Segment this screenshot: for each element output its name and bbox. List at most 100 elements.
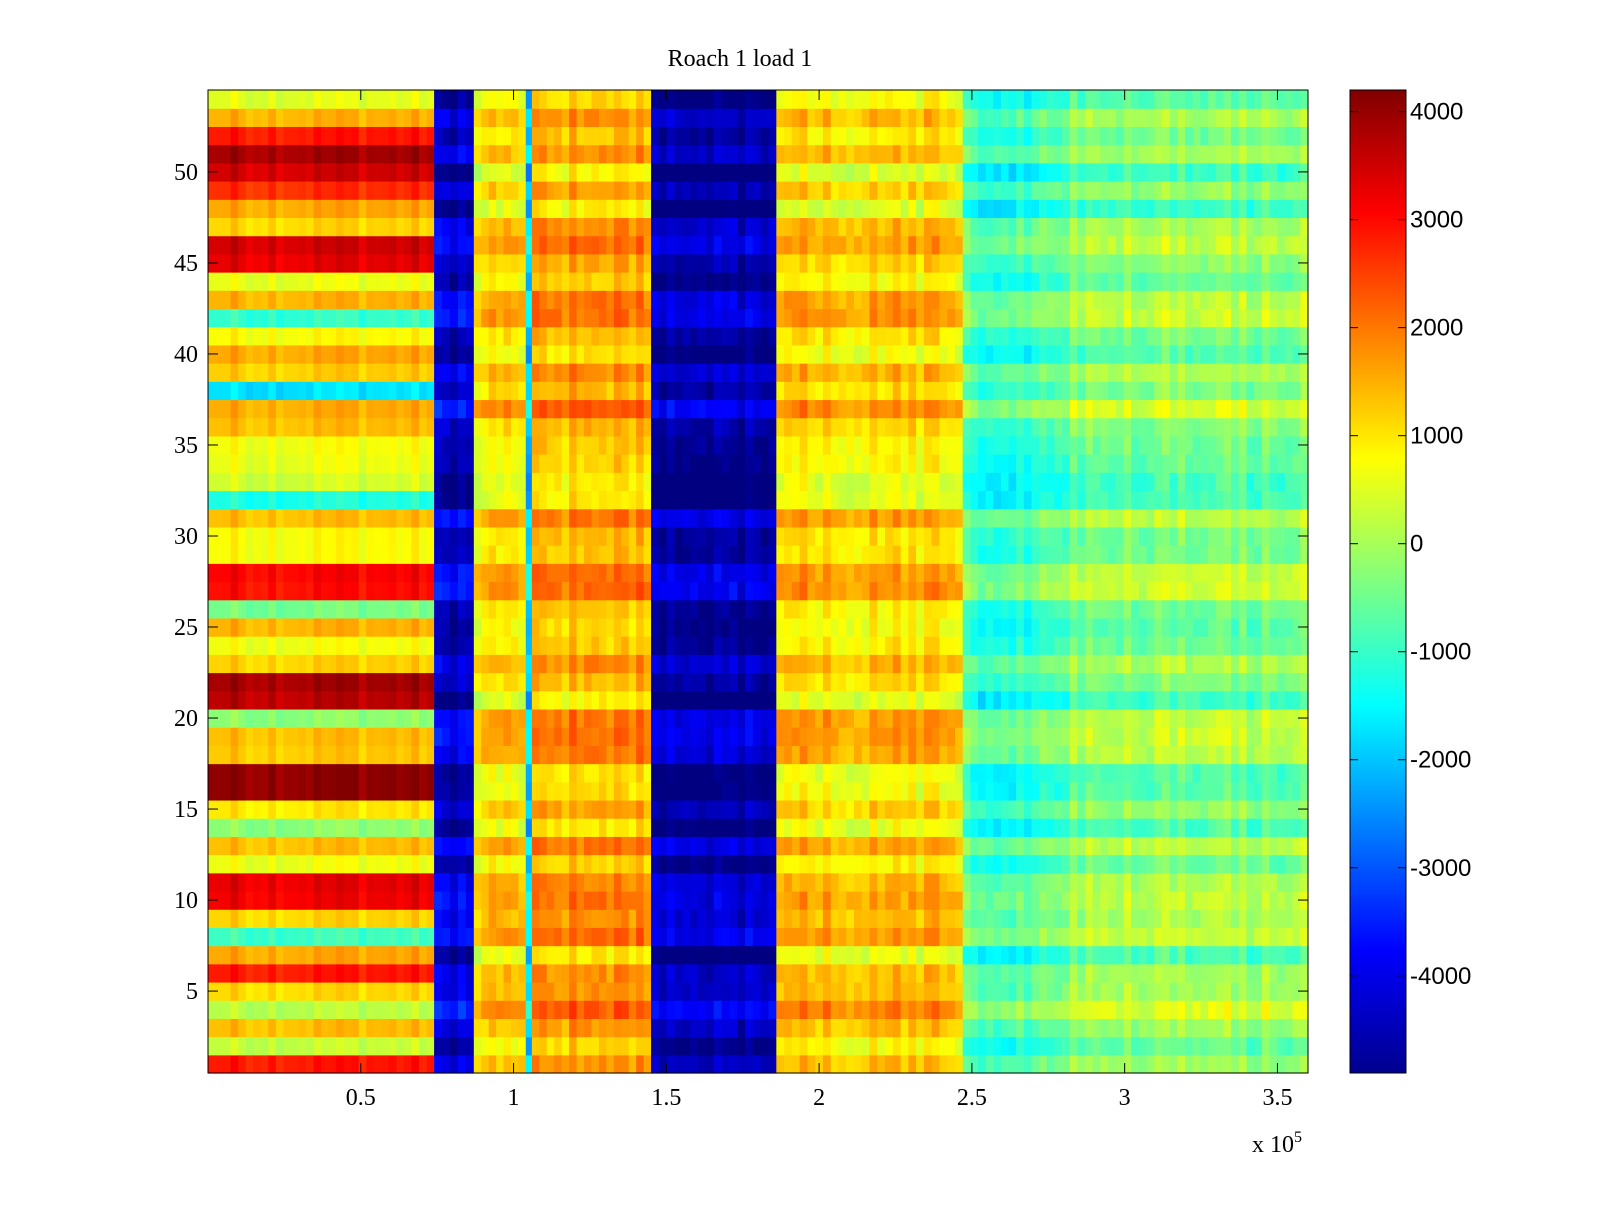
heatmap-cell bbox=[473, 235, 482, 255]
heatmap-cell bbox=[539, 617, 548, 637]
heatmap-cell bbox=[442, 690, 451, 710]
heatmap-cell bbox=[885, 508, 894, 528]
heatmap-cell bbox=[531, 763, 540, 783]
heatmap-cell bbox=[313, 217, 322, 237]
heatmap-cell bbox=[321, 181, 330, 200]
heatmap-cell bbox=[305, 727, 315, 746]
heatmap-cell bbox=[854, 1018, 863, 1038]
heatmap-cell bbox=[411, 1018, 420, 1038]
heatmap-cell bbox=[861, 108, 871, 127]
heatmap-cell bbox=[473, 909, 482, 928]
heatmap-cell bbox=[869, 1018, 878, 1038]
heatmap-cell bbox=[713, 799, 723, 819]
heatmap-cell bbox=[465, 854, 475, 874]
heatmap-cell bbox=[275, 781, 284, 801]
heatmap-cell bbox=[510, 1054, 519, 1074]
heatmap-cell bbox=[488, 545, 497, 564]
heatmap-cell bbox=[721, 654, 730, 674]
heatmap-cell bbox=[321, 417, 330, 437]
heatmap-cell bbox=[411, 90, 420, 109]
heatmap-cell bbox=[290, 162, 300, 182]
heatmap-cell bbox=[215, 126, 224, 146]
heatmap-cell bbox=[223, 235, 232, 255]
heatmap-cell bbox=[682, 563, 691, 583]
heatmap-cell bbox=[760, 490, 770, 510]
heatmap-cell bbox=[892, 490, 902, 510]
heatmap-cell bbox=[275, 472, 284, 492]
heatmap-cell bbox=[745, 672, 754, 692]
heatmap-cell bbox=[682, 181, 691, 200]
heatmap-cell bbox=[283, 945, 292, 965]
heatmap-cell bbox=[373, 599, 382, 619]
heatmap-cell bbox=[705, 763, 715, 783]
heatmap-cell bbox=[215, 617, 224, 637]
heatmap-cell bbox=[275, 690, 284, 710]
heatmap-cell bbox=[584, 836, 593, 856]
heatmap-cell bbox=[343, 672, 352, 692]
heatmap-cell bbox=[253, 617, 262, 637]
heatmap-cell bbox=[737, 399, 746, 419]
heatmap-cell bbox=[450, 126, 459, 146]
heatmap-cell bbox=[643, 617, 652, 637]
heatmap-cell bbox=[768, 690, 777, 710]
heatmap-cell bbox=[503, 909, 512, 928]
heatmap-cell bbox=[791, 708, 801, 728]
heatmap-cell bbox=[208, 508, 217, 528]
heatmap-cell bbox=[496, 781, 505, 801]
heatmap-cell bbox=[434, 417, 443, 437]
heatmap-cell bbox=[799, 472, 808, 492]
heatmap-cell bbox=[275, 490, 284, 510]
heatmap-cell bbox=[892, 508, 902, 528]
heatmap-cell bbox=[877, 162, 886, 182]
heatmap-cell bbox=[481, 381, 490, 401]
heatmap-cell bbox=[613, 290, 622, 310]
heatmap-cell bbox=[373, 818, 382, 837]
heatmap-cell bbox=[358, 836, 367, 856]
heatmap-cell bbox=[877, 890, 886, 910]
heatmap-cell bbox=[830, 945, 840, 965]
heatmap-cell bbox=[613, 1000, 622, 1019]
heatmap-cell bbox=[503, 253, 512, 273]
heatmap-cell bbox=[721, 818, 730, 837]
heatmap-cell bbox=[885, 526, 894, 546]
heatmap-cell bbox=[877, 581, 886, 601]
heatmap-cell bbox=[822, 181, 832, 200]
heatmap-cell bbox=[223, 545, 232, 564]
heatmap-cell bbox=[546, 508, 555, 528]
heatmap-cell bbox=[598, 1018, 607, 1038]
heatmap-cell bbox=[830, 636, 840, 655]
heatmap-cell bbox=[253, 654, 262, 674]
heatmap-cell bbox=[531, 909, 540, 928]
heatmap-cell bbox=[539, 727, 548, 746]
heatmap-cell bbox=[373, 636, 382, 655]
heatmap-cell bbox=[539, 253, 548, 273]
heatmap-cell bbox=[245, 581, 254, 601]
heatmap-cell bbox=[481, 799, 490, 819]
heatmap-cell bbox=[846, 581, 855, 601]
heatmap-cell bbox=[268, 108, 277, 127]
heatmap-cell bbox=[426, 617, 435, 637]
heatmap-cell bbox=[275, 654, 284, 674]
heatmap-cell bbox=[396, 326, 405, 346]
heatmap-cell bbox=[606, 654, 615, 674]
heatmap-cell bbox=[518, 890, 527, 910]
heatmap-cell bbox=[651, 818, 660, 837]
heatmap-cell bbox=[900, 545, 909, 564]
heatmap-cell bbox=[473, 945, 482, 965]
heatmap-cell bbox=[457, 690, 467, 710]
heatmap-cell bbox=[900, 272, 909, 291]
heatmap-cell bbox=[275, 1000, 284, 1019]
heatmap-cell bbox=[328, 90, 337, 109]
heatmap-cell bbox=[298, 890, 307, 910]
heatmap-cell bbox=[313, 836, 322, 856]
heatmap-cell bbox=[561, 472, 570, 492]
heatmap-cell bbox=[791, 1000, 801, 1019]
heatmap-cell bbox=[791, 545, 801, 564]
heatmap-cell bbox=[366, 1018, 375, 1038]
heatmap-cell bbox=[539, 690, 548, 710]
heatmap-cell bbox=[343, 1036, 352, 1056]
heatmap-cell bbox=[561, 890, 570, 910]
heatmap-cell bbox=[752, 599, 762, 619]
heatmap-cell bbox=[784, 854, 793, 874]
heatmap-cell bbox=[268, 708, 277, 728]
